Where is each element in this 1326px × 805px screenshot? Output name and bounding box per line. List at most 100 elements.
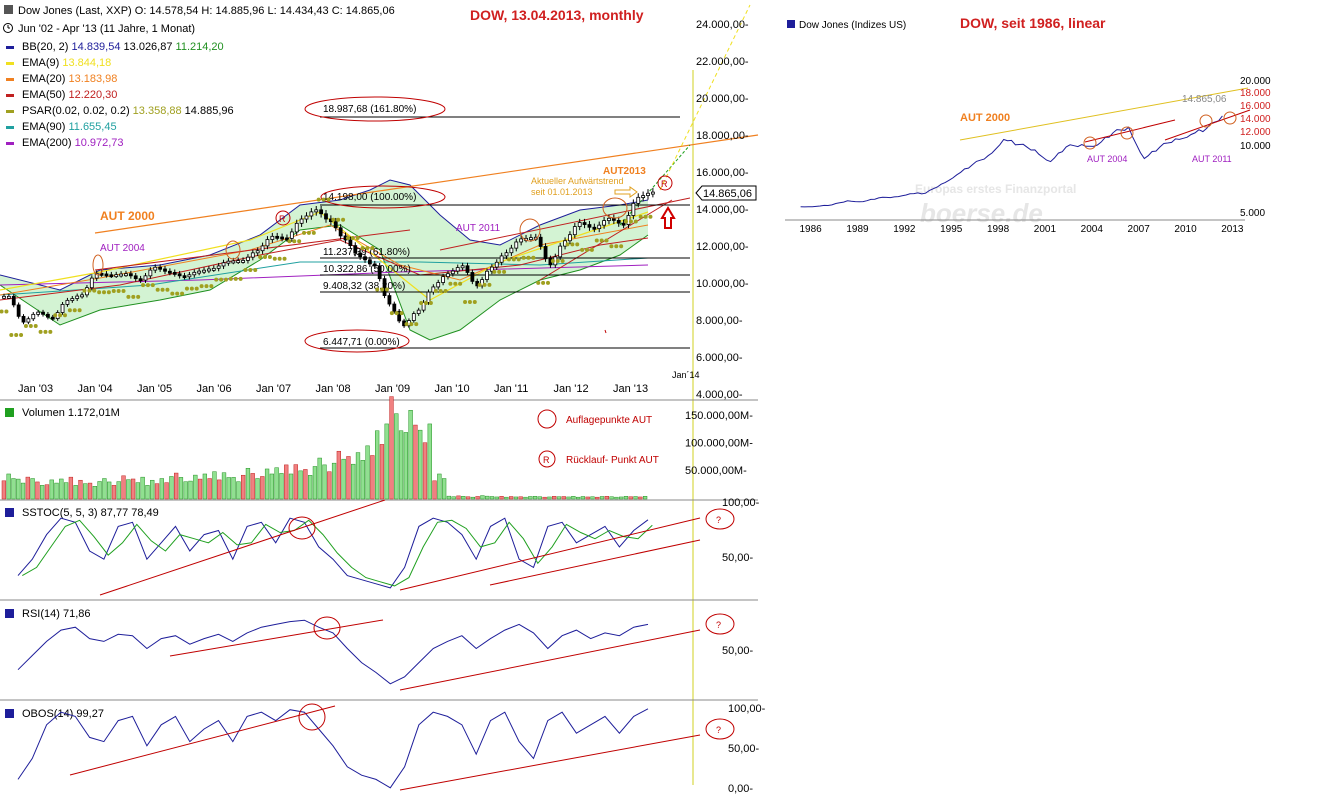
y-tick-label: 0,00- (728, 783, 753, 795)
psar-dot (326, 197, 331, 202)
inset-y-tick: 14.000 (1240, 114, 1271, 125)
candle (202, 269, 206, 273)
candle (41, 311, 45, 315)
psar-dot (599, 238, 604, 243)
candle (250, 252, 255, 258)
candle (353, 245, 358, 254)
volume-bar (193, 474, 198, 500)
volume-bar (470, 496, 475, 500)
inset-legend: Dow Jones (Indizes US) (799, 20, 906, 31)
legend-item: EMA(20) 13.183,98 (22, 73, 117, 85)
psar-dot (287, 239, 292, 244)
ema9-line (0, 211, 649, 301)
psar-dot (233, 276, 238, 281)
inset-y-tick: 20.000 (1240, 76, 1271, 87)
psar-dot (58, 313, 63, 318)
candle (231, 260, 236, 264)
candle (153, 266, 158, 271)
psar-dot (555, 258, 560, 263)
psar-dot (531, 255, 536, 260)
candle (104, 273, 109, 277)
rsi-question: ? (716, 620, 721, 630)
volume-bar (221, 472, 227, 500)
candle (148, 269, 153, 277)
candle (289, 231, 294, 239)
candle (426, 291, 431, 303)
psar-dot (77, 308, 82, 313)
legend-item: EMA(9) 13.844,18 (22, 57, 111, 69)
sstoc-question: ? (716, 515, 721, 525)
rsi-y-axis: 50,00- (722, 645, 754, 657)
inset-x-tick: 2004 (1081, 224, 1104, 235)
candle (221, 262, 226, 267)
candle (358, 252, 363, 258)
volume-bar (1, 480, 7, 500)
volume-bar (68, 476, 74, 500)
legend-swatch (6, 142, 14, 145)
volume-bar (226, 477, 231, 500)
inset-x-tick: 1998 (987, 224, 1010, 235)
volume-bar (63, 482, 69, 500)
psar-dot (604, 238, 609, 243)
volume-bar (532, 496, 538, 500)
psar-dot (209, 284, 214, 289)
psar-dot (345, 235, 350, 240)
rsi-label: RSI(14) 71,86 (22, 608, 90, 620)
candle (280, 236, 284, 240)
candle (182, 275, 187, 279)
inset-x-tick: 1989 (846, 224, 869, 235)
volume-bar (518, 496, 523, 500)
y-tick-label: 22.000,00- (696, 56, 749, 68)
obos-panel: OBOS(14) 99,27 ? 100,00- 50,00- 0,00- (5, 703, 766, 795)
volume-bar (322, 464, 327, 500)
candle (382, 278, 387, 296)
volume-bar (97, 481, 102, 500)
candle (226, 260, 231, 264)
volume-bar (628, 496, 633, 500)
candle (138, 278, 143, 282)
y-tick-label: 10.000,00- (696, 278, 749, 290)
psar-dot (4, 309, 9, 314)
volume-bar (178, 477, 184, 500)
psar-dot (438, 288, 443, 293)
psar-dot (331, 217, 336, 222)
volume-bar (293, 464, 298, 500)
psar-dot (624, 219, 629, 224)
y-tick-label: 100,00- (728, 703, 766, 715)
volume-icon (5, 408, 14, 417)
candle (75, 295, 80, 299)
volume-bar (264, 468, 270, 500)
volume-bar (642, 496, 648, 500)
volume-bar (403, 432, 408, 500)
volume-bar (274, 467, 279, 500)
psar-dot (306, 230, 311, 235)
psar-dot (145, 283, 150, 288)
volume-bar (365, 445, 370, 500)
psar-dot (175, 291, 180, 296)
psar-dot (97, 290, 102, 295)
volume-bar (609, 496, 614, 500)
psar-dot (214, 277, 219, 282)
psar-dot (414, 322, 419, 327)
psar-dot (487, 282, 492, 287)
indicator-legend: BB(20, 2) 14.839,54 13.026,87 11.214,20 … (6, 41, 234, 149)
projection-line (659, 4, 751, 191)
volume-bar (547, 496, 552, 500)
psar-dot (648, 214, 653, 219)
rsi-icon (5, 609, 14, 618)
psar-dot (62, 313, 67, 318)
volume-bar (284, 464, 289, 500)
candle (641, 195, 646, 198)
inset-x-tick: 1995 (940, 224, 963, 235)
candle-icon (4, 5, 13, 14)
volume-bar (207, 478, 212, 500)
candle (602, 220, 606, 226)
volume-bar (418, 429, 423, 500)
inset-last-value: 14.865,06 (1182, 94, 1227, 105)
psar-dot (643, 214, 648, 219)
fib-levels: 18.987,68 (161.80%) 14.198,00 (100.00%) … (304, 96, 690, 353)
fib-100: 14.198,00 (100.00%) (323, 192, 416, 203)
candle (89, 277, 94, 289)
volume-bar (633, 496, 638, 500)
